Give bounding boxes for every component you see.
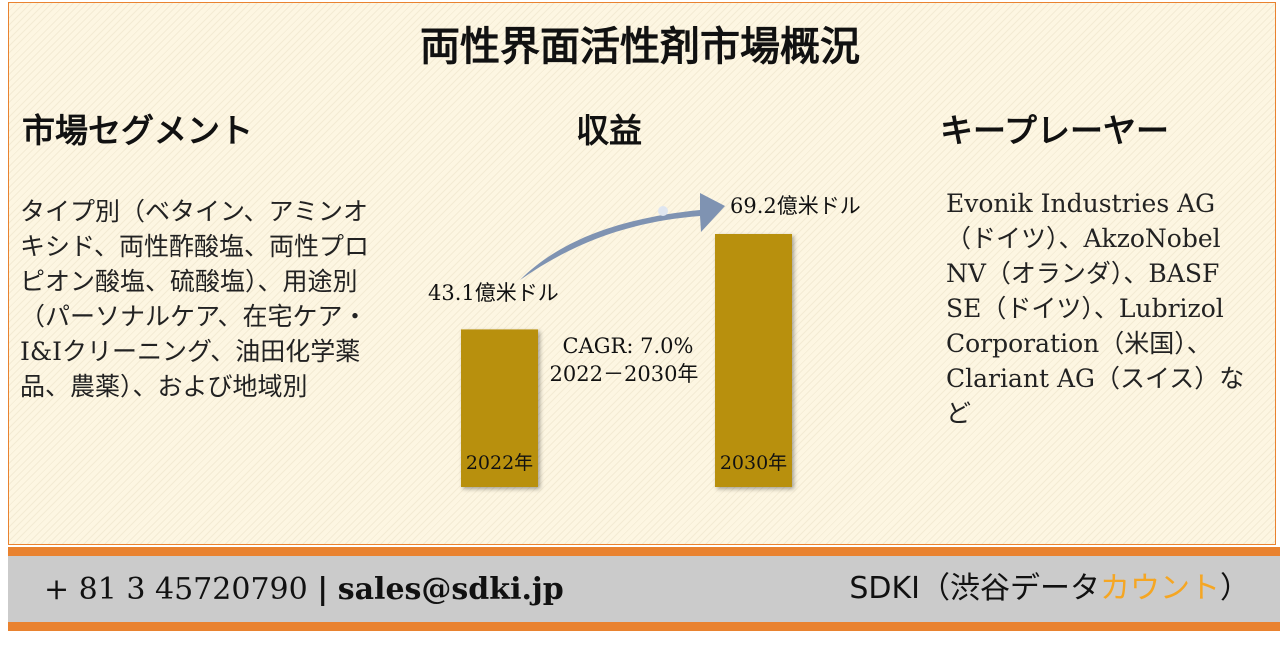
overview-card: [8, 2, 1276, 545]
bar-category-label: 2022年: [466, 452, 533, 474]
footer-bottom-band: [8, 622, 1280, 631]
footer: [8, 556, 1280, 622]
growth-arrow: [520, 193, 725, 280]
bar-2: [715, 234, 792, 487]
brand-name: SDKI（渋谷データカウント）: [849, 563, 1250, 607]
cagr-period: 2022－2030年: [550, 362, 699, 386]
segments-text: タイプ別（ベタイン、アミンオキシド、両性酢酸塩、両性プロピオン酸塩、硫酸塩）、用…: [20, 197, 370, 401]
brand-prefix: SDKI（渋谷データ: [849, 571, 1100, 606]
cagr-label: CAGR: 7.0%: [563, 334, 694, 358]
revenue-chart: 2022年 43.1億米ドル 2030年 69.2億米ドル CAGR: 7.0% 20…: [428, 193, 861, 487]
phone-number[interactable]: + 81 3 45720790: [44, 572, 308, 607]
arrow-dot: [658, 206, 668, 216]
footer-top-band: [8, 547, 1280, 556]
segments-heading: 市場セグメント: [22, 111, 253, 150]
players-heading: キープレーヤー: [940, 111, 1170, 150]
revenue-heading: 収益: [576, 111, 642, 150]
brand-highlight: カウント: [1100, 571, 1220, 606]
bars-group: 2022年 43.1億米ドル 2030年 69.2億米ドル: [428, 194, 861, 487]
contact-separator: |: [317, 572, 329, 607]
bar-value-label: 69.2億米ドル: [730, 194, 861, 218]
contact-info: + 81 3 45720790 | sales@sdki.jp: [44, 572, 564, 607]
bar-value-label: 43.1億米ドル: [428, 281, 559, 305]
brand-suffix: ）: [1220, 571, 1250, 606]
bar-1: [461, 329, 538, 487]
page-title: 両性界面活性剤市場概況: [420, 23, 860, 70]
email-link[interactable]: sales@sdki.jp: [337, 572, 564, 607]
players-text: Evonik Industries AG（ドイツ）、AkzoNobel NV（オ…: [946, 189, 1245, 428]
bar-category-label: 2030年: [720, 452, 787, 474]
